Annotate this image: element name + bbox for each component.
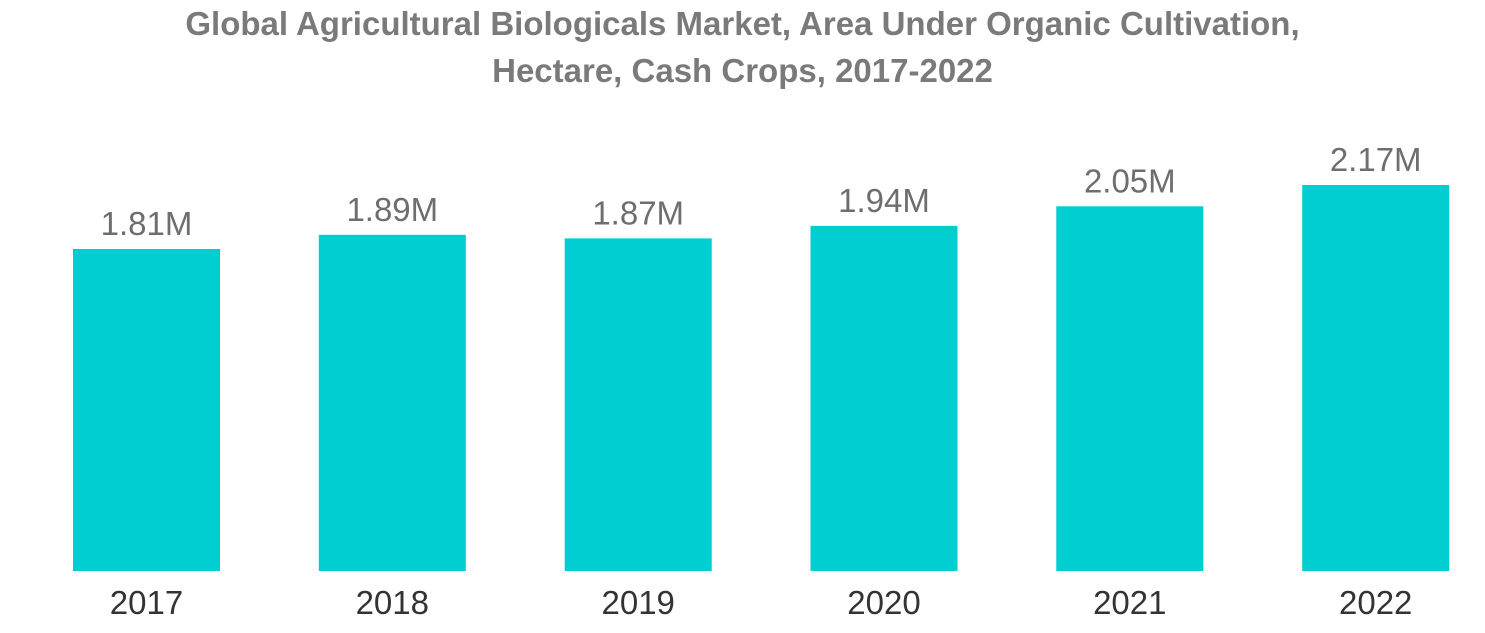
chart-title-line-1: Global Agricultural Biologicals Market, …	[185, 5, 1300, 42]
bar-2019	[564, 238, 712, 571]
data-label-2018: 1.89M	[346, 191, 438, 228]
data-label-2017: 1.81M	[101, 205, 193, 242]
bar-2021	[1056, 206, 1204, 572]
chart-title-line-2: Hectare, Cash Crops, 2017-2022	[492, 52, 993, 89]
data-label-2020: 1.94M	[838, 182, 930, 219]
chart-title: Global Agricultural Biologicals Market, …	[0, 0, 1485, 94]
data-label-2022: 2.17M	[1330, 141, 1422, 178]
data-label-2021: 2.05M	[1084, 162, 1176, 199]
data-label-2019: 1.87M	[592, 194, 684, 231]
x-tick-label-2020: 2020	[847, 584, 920, 621]
bar-2017	[73, 249, 220, 571]
bar-2022	[1302, 185, 1450, 571]
x-tick-label-2021: 2021	[1093, 584, 1166, 621]
x-tick-label-2017: 2017	[110, 584, 183, 621]
x-tick-label-2022: 2022	[1339, 584, 1412, 621]
x-tick-label-2018: 2018	[356, 584, 429, 621]
bar-2020	[810, 225, 958, 571]
bar-2018	[318, 234, 466, 572]
x-tick-label-2019: 2019	[601, 584, 674, 621]
